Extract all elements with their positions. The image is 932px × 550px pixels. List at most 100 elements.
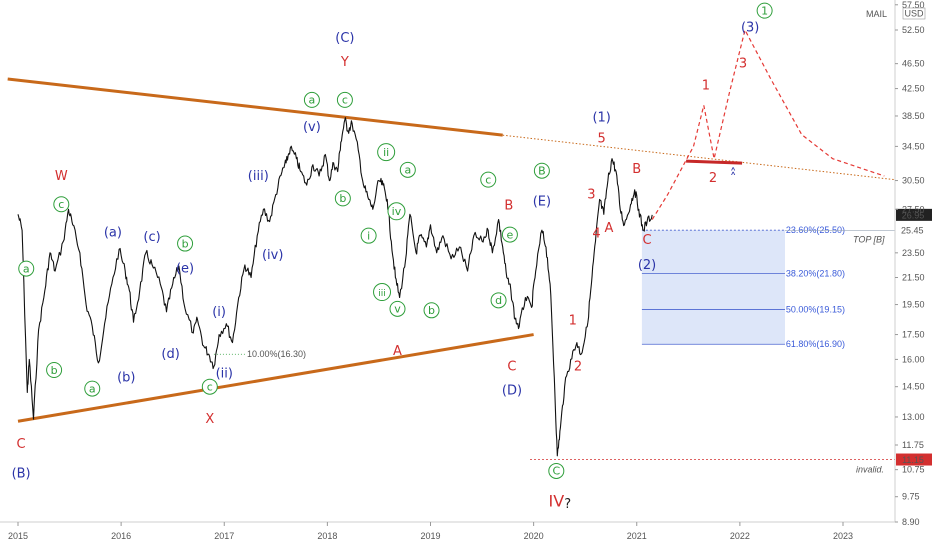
double-chevron-up-icon-lower: ˄ — [730, 171, 737, 186]
wave-label-circle — [756, 2, 773, 19]
wave-label-circle — [53, 196, 70, 213]
y-tick-label: 17.50 — [902, 330, 925, 340]
y-tick-label: 38.50 — [902, 111, 925, 121]
wave-label: Y — [340, 55, 349, 70]
wave-label: 3 — [739, 57, 747, 72]
axes: 57.50 52.50 46.50 42.50 38.50 34.50 30.50 27.50… — [0, 0, 926, 541]
fib-level-label: 50.00%(19.15) — [786, 305, 845, 315]
wave-label: a — [404, 164, 411, 177]
wave-label-circle — [18, 260, 35, 277]
trendline-lower — [17, 333, 534, 423]
y-tick-label: 34.50 — [902, 141, 925, 151]
wave-label: b — [428, 304, 435, 317]
wave-label: A — [604, 221, 613, 236]
wave-label: 1 — [569, 314, 577, 329]
wave-label: e — [507, 228, 514, 241]
y-tick-label: 30.50 — [902, 176, 925, 186]
y-tick-label: 9.75 — [902, 492, 920, 502]
y-tick-label: 16.00 — [902, 354, 925, 364]
wave-label-circle — [377, 143, 396, 162]
wave-labels: WC(B)caba(a)(b)(c)(d)(e)b(i)(ii)cX(iii)(… — [12, 2, 773, 512]
y-tick-label: 10.75 — [902, 465, 925, 475]
wave-label: v — [394, 303, 401, 316]
wave-label-circle — [46, 361, 63, 378]
wave-label: (E) — [533, 194, 551, 209]
wave-label: c — [342, 94, 348, 107]
y-tick-label: 46.50 — [902, 59, 925, 69]
wave-label: (b) — [117, 370, 135, 385]
wave-label: 2 — [709, 171, 717, 186]
wave-label-circle — [334, 190, 351, 207]
wave-label: B — [504, 198, 513, 213]
y-tick-label: 27.50 — [902, 204, 925, 214]
invalid-label: invalid. — [856, 465, 884, 475]
wave-label: (a) — [104, 225, 122, 240]
wave-label-circle — [389, 300, 406, 317]
wave-label-circle — [480, 171, 497, 188]
currency-box — [902, 7, 926, 20]
wave-label: 4 — [592, 226, 600, 241]
wave-label: a — [23, 262, 30, 275]
y-tick-label: 8.90 — [902, 517, 920, 527]
currency-label: USD — [904, 9, 924, 19]
y-tick-label: 14.50 — [902, 382, 925, 392]
last-price-value: 26.95 — [902, 210, 925, 220]
y-tick-label: 21.50 — [902, 272, 925, 282]
wave-label: B — [538, 165, 546, 178]
wave-label: (ii) — [216, 367, 233, 382]
wave-label: (iv) — [262, 248, 283, 263]
wave-label: (d) — [161, 347, 179, 362]
x-tick-label: 2017 — [214, 531, 234, 541]
wave-label: (iii) — [248, 169, 269, 184]
wave-label: 1 — [702, 78, 710, 93]
wave-label: 1 — [761, 4, 768, 17]
trendline-upper — [7, 77, 503, 137]
wave-label: C — [552, 465, 560, 478]
wave-label: (2) — [638, 258, 656, 273]
wave-label-circle — [84, 380, 101, 397]
top-b-value: 25.45 — [901, 226, 924, 236]
x-tick-label: 2015 — [8, 531, 28, 541]
x-tick-label: 2019 — [420, 531, 440, 541]
x-tick-label: 2022 — [730, 531, 750, 541]
wave-label: IV — [548, 491, 564, 510]
wave-label-circle — [490, 292, 507, 309]
y-tick-label: 42.50 — [902, 84, 925, 94]
wave-label: d — [495, 294, 502, 307]
wave-label: (3) — [741, 20, 759, 35]
wave-label-circle — [201, 378, 218, 395]
price-line — [17, 117, 653, 457]
invalid-price-value: 11.15 — [902, 455, 924, 465]
wave-label: (B) — [12, 467, 31, 482]
wave-label: (1) — [592, 110, 610, 125]
x-tick-label: 2016 — [111, 531, 131, 541]
wave-label: 5 — [598, 131, 606, 146]
y-tick-label: 23.50 — [902, 248, 925, 258]
wave-label-circle — [533, 162, 550, 179]
invalid-price-badge — [896, 453, 932, 466]
wave-label-circle — [548, 462, 565, 479]
trendline-upper-extension — [502, 134, 895, 181]
wave-label: a — [309, 94, 316, 107]
y-tick-label: 11.75 — [902, 440, 924, 450]
x-tick-label: 2021 — [627, 531, 647, 541]
price-series: 26.95 — [17, 117, 932, 457]
wave-label: 2 — [574, 359, 582, 374]
wave-label: iv — [392, 205, 402, 218]
target-bar — [686, 159, 743, 165]
wave-label-circle — [399, 161, 416, 178]
wave-label-circle — [177, 235, 194, 252]
wave-label: C — [507, 359, 516, 374]
wave-label: b — [339, 192, 346, 205]
wave-label-circle — [423, 302, 440, 319]
fibonacci-zone: 23.60%(25.50) 38.20%(21.80) 50.00%(19.15) 6… — [213, 225, 932, 475]
wave-label: (e) — [176, 262, 194, 277]
wave-label: A — [393, 344, 402, 359]
fib-level-label: 38.20%(21.80) — [786, 269, 845, 279]
wave-label: (D) — [502, 384, 522, 399]
y-tick-label: 13.00 — [902, 412, 925, 422]
wave-label: ? — [564, 497, 571, 512]
wave-label: (v) — [303, 120, 321, 135]
